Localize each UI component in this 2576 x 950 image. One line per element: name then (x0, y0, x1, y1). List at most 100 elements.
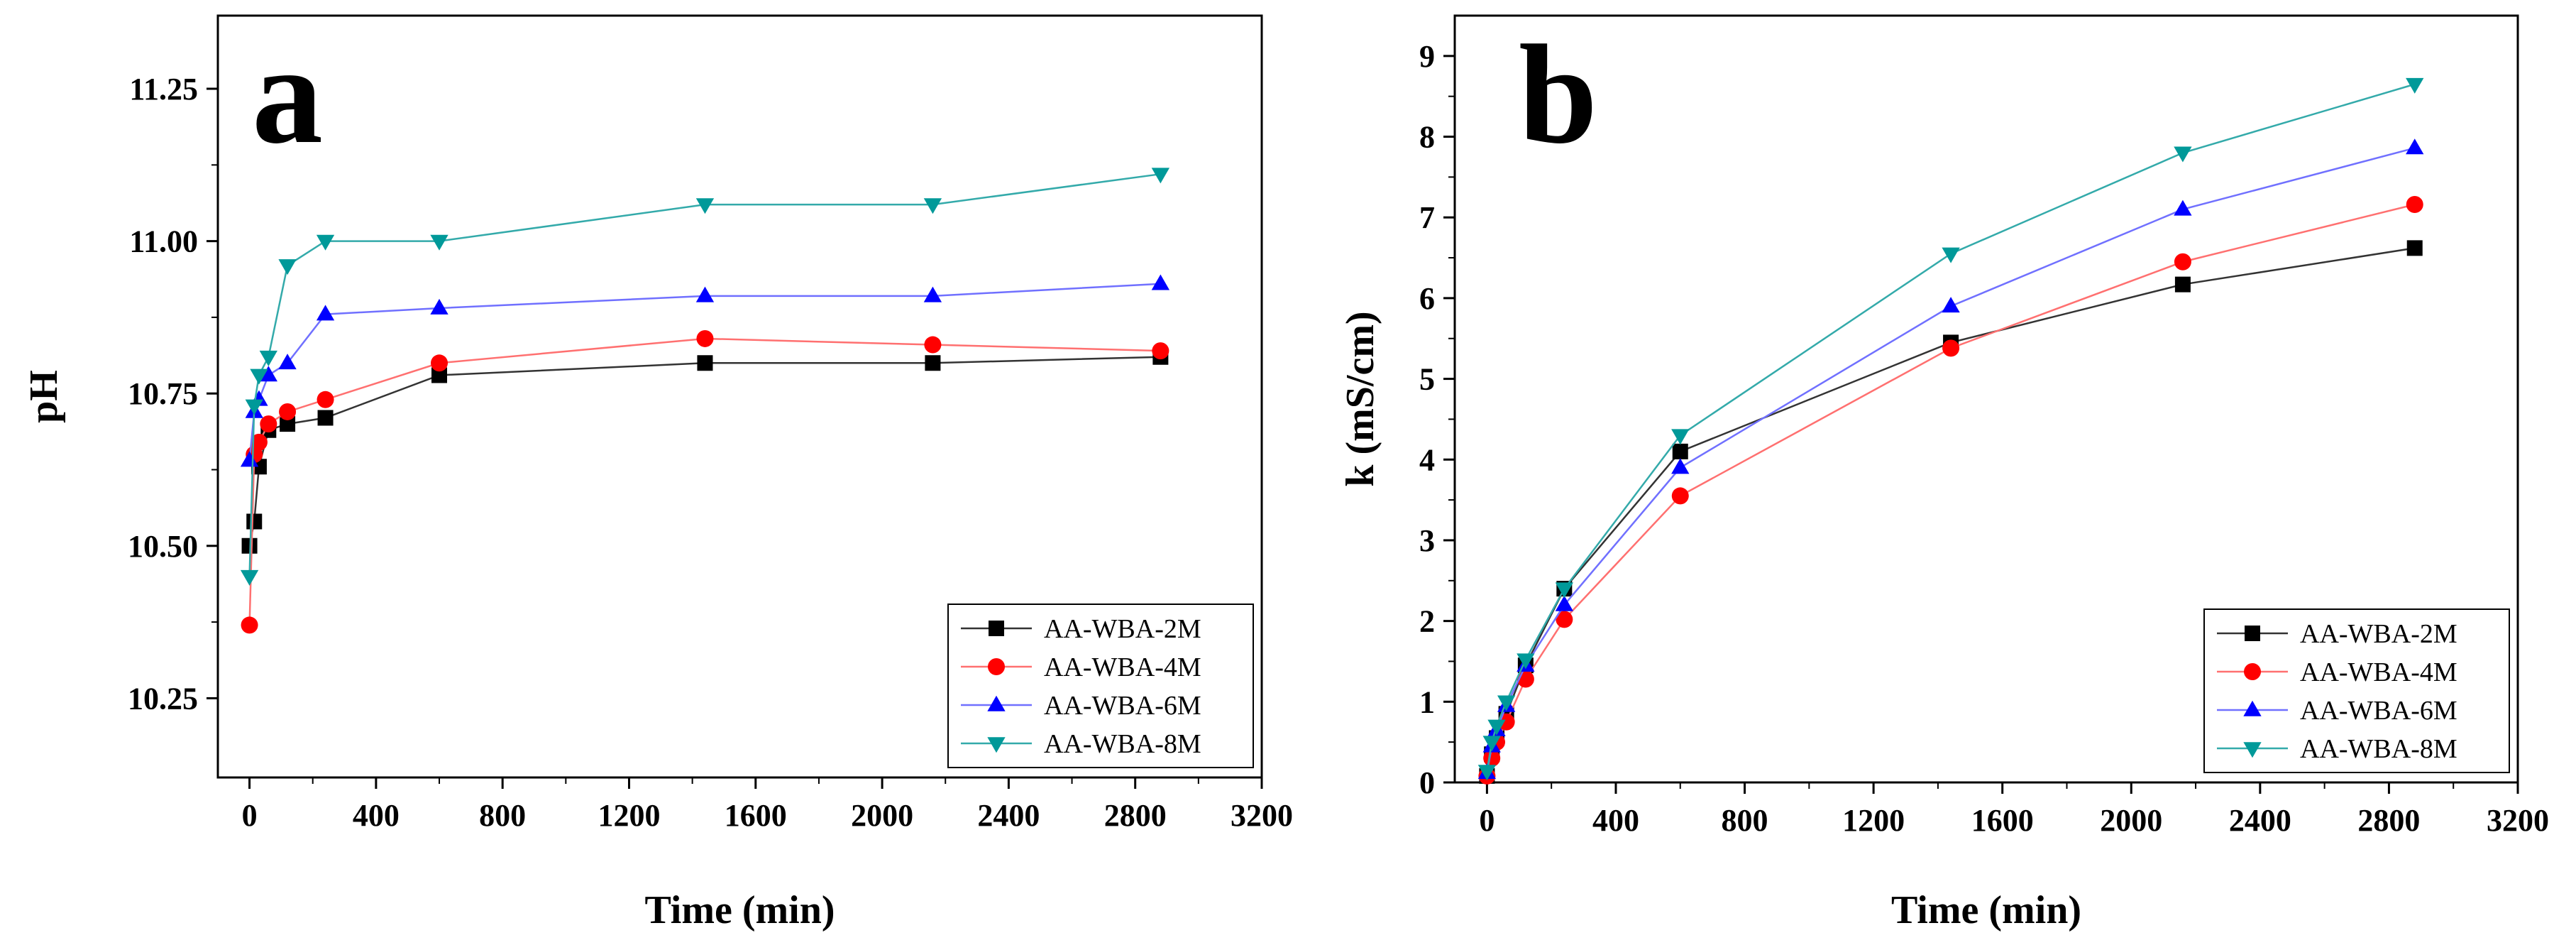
legend-label: AA-WBA-4M (2300, 657, 2457, 687)
x-axis-title: Time (min) (644, 888, 835, 932)
data-point (317, 410, 334, 426)
y-tick-label: 2 (1419, 604, 1435, 639)
y-tick-label: 4 (1419, 442, 1435, 477)
x-tick-label: 2000 (2100, 803, 2162, 838)
x-tick-label: 400 (353, 798, 400, 833)
y-tick-label: 7 (1419, 200, 1435, 235)
data-point (240, 451, 259, 467)
x-tick-label: 2000 (851, 798, 913, 833)
x-tick-label: 1200 (598, 798, 660, 833)
data-point (1942, 297, 1960, 313)
series-aa-wba-8m (240, 168, 1170, 586)
y-tick-label: 8 (1419, 120, 1435, 155)
data-point (1671, 458, 1690, 474)
data-point (1555, 582, 1573, 599)
data-point (924, 336, 942, 354)
data-point (1555, 595, 1573, 611)
x-tick-label: 800 (1722, 803, 1768, 838)
y-tick-label: 11.00 (129, 224, 198, 259)
data-point (2406, 240, 2423, 256)
y-tick-label: 10.75 (128, 376, 198, 411)
data-point (259, 350, 277, 366)
panel-letter: a (252, 16, 323, 173)
data-point (2406, 138, 2424, 155)
data-point (1671, 487, 1689, 505)
data-point (697, 355, 713, 371)
data-point (260, 415, 277, 433)
data-point (246, 513, 263, 530)
x-tick-label: 0 (1479, 803, 1495, 838)
legend-marker (987, 737, 1006, 753)
data-point (2406, 196, 2423, 214)
legend: AA-WBA-2M AA-WBA-4M AA-WBA-6M AA-WBA-8M (947, 604, 1254, 768)
data-point (1556, 611, 1573, 628)
legend-label: AA-WBA-4M (1044, 653, 1201, 682)
data-point (1672, 443, 1688, 459)
legend-item: AA-WBA-6M (961, 691, 1201, 721)
series-line (248, 337, 1161, 626)
series-line (248, 283, 1161, 461)
y-tick-label: 5 (1419, 362, 1435, 397)
x-tick-label: 2400 (977, 798, 1040, 833)
series-aa-wba-2m (241, 349, 1169, 554)
y-tick-label: 3 (1419, 523, 1435, 558)
series-line (248, 173, 1161, 577)
legend-marker (987, 695, 1006, 711)
x-tick-label: 2800 (1104, 798, 1167, 833)
data-point (431, 367, 448, 383)
data-point (279, 403, 297, 420)
data-point (1487, 719, 1506, 736)
x-tick-label: 400 (1592, 803, 1639, 838)
y-tick-label: 6 (1419, 281, 1435, 316)
data-point (696, 329, 714, 347)
data-point (695, 286, 715, 302)
legend: AA-WBA-2M AA-WBA-4M AA-WBA-6M AA-WBA-8M (2203, 608, 2510, 773)
data-point (259, 366, 277, 382)
data-point (1942, 247, 1960, 263)
legend-label: AA-WBA-2M (2300, 619, 2457, 649)
data-point (2174, 253, 2191, 271)
legend-marker (988, 658, 1005, 675)
data-point (278, 259, 297, 275)
x-tick-label: 1600 (1971, 803, 2034, 838)
panel-b: 0 400 800 1200 1600 2000 2400 2800 3200 0 1 2 3 4 5 6 7 8… (1338, 14, 2549, 932)
x-axis-title: Time (min) (1891, 888, 2081, 932)
data-point (240, 569, 259, 586)
legend-label: AA-WBA-6M (2300, 696, 2457, 726)
legend-item: AA-WBA-4M (961, 653, 1201, 682)
data-point (245, 399, 263, 415)
x-tick-label: 1200 (1842, 803, 1905, 838)
data-point (430, 298, 448, 315)
data-point (1477, 765, 1497, 781)
series-aa-wba-4m (241, 329, 1169, 634)
panel-letter: b (1519, 16, 1597, 173)
legend-label: AA-WBA-8M (2300, 734, 2457, 764)
x-tick-label: 2400 (2229, 803, 2291, 838)
data-point (1151, 274, 1170, 290)
series-line (248, 356, 1161, 547)
data-point (430, 234, 448, 251)
y-tick-label: 10.50 (128, 529, 198, 564)
series-aa-wba-8m (1477, 77, 2424, 781)
data-point (317, 391, 334, 408)
x-tick-label: 0 (242, 798, 258, 833)
y-tick-label: 0 (1419, 765, 1435, 800)
legend-item: AA-WBA-2M (2217, 619, 2457, 649)
data-point (1151, 168, 1170, 184)
y-tick-label: 10.25 (128, 681, 198, 716)
y-tick-label: 1 (1419, 684, 1435, 719)
data-point (1152, 342, 1169, 360)
legend-marker (2244, 663, 2261, 680)
x-tick-label: 1600 (725, 798, 787, 833)
data-point (250, 433, 268, 451)
series-line (1486, 83, 2416, 772)
data-point (2174, 146, 2192, 163)
legend-marker (2245, 626, 2260, 641)
legend-item: AA-WBA-2M (961, 614, 1201, 644)
data-point (316, 234, 335, 251)
legend-item: AA-WBA-4M (2217, 657, 2457, 687)
plot-frame (1453, 14, 2519, 784)
data-point (316, 305, 335, 321)
data-point (1671, 429, 1690, 445)
